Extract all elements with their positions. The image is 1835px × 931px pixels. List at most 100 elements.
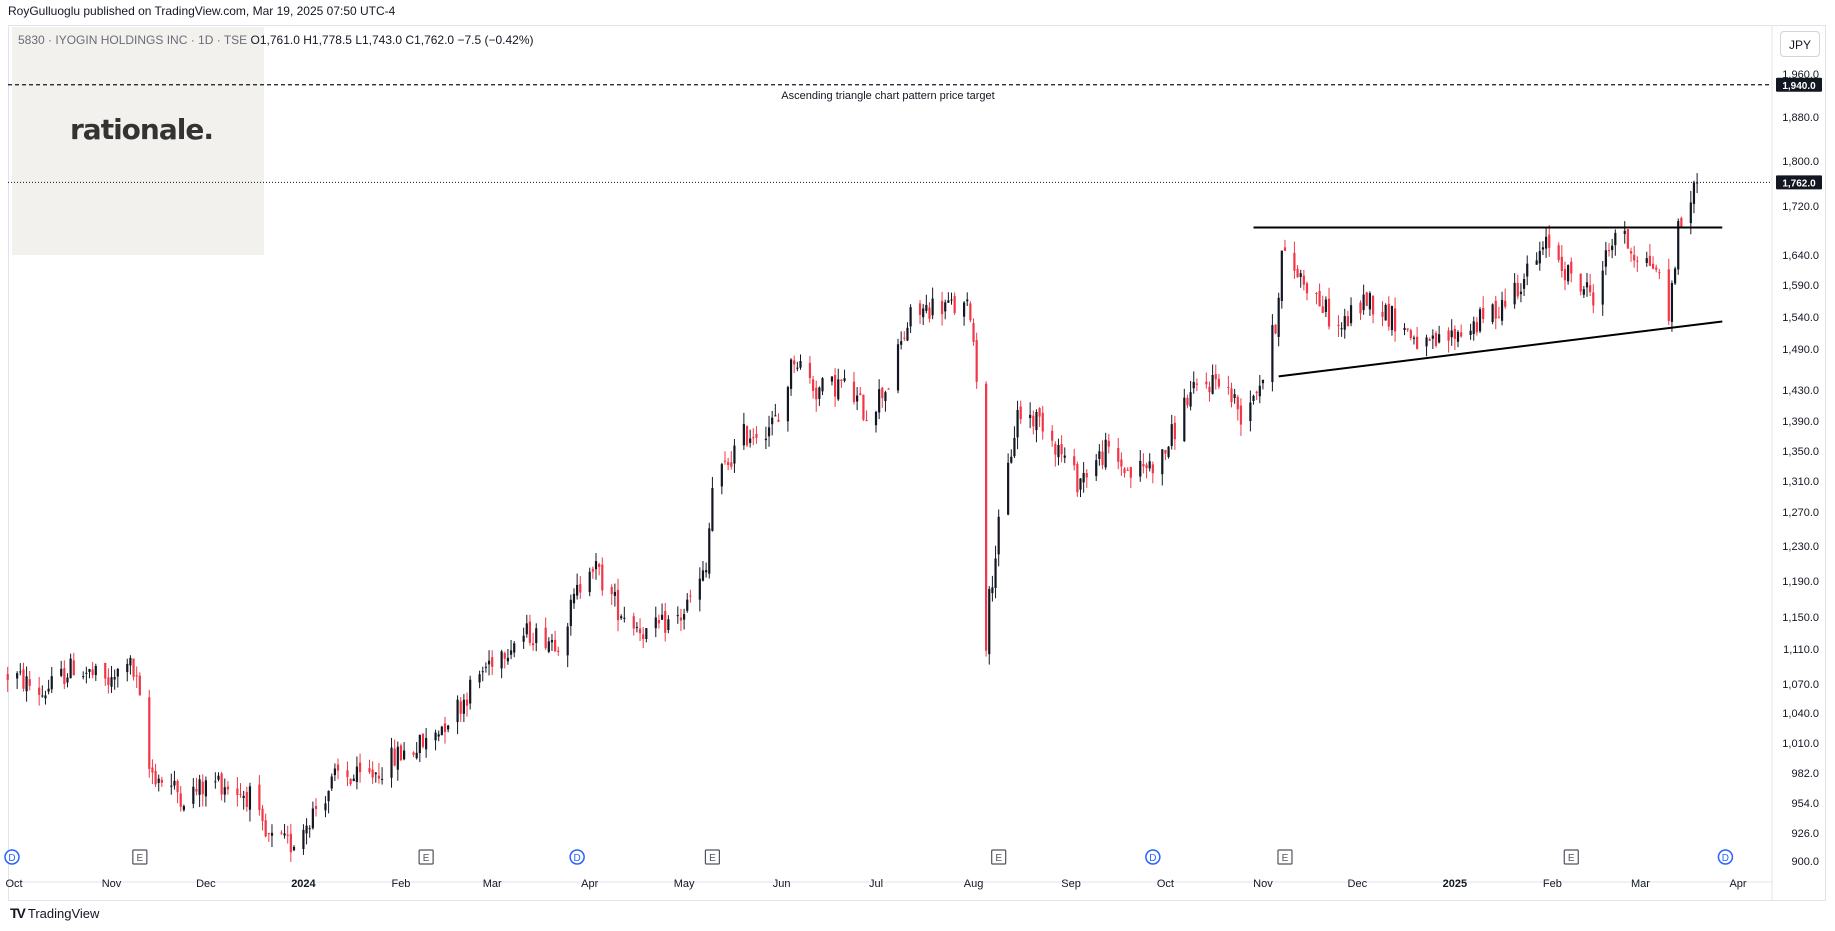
dividend-event-label: D bbox=[1149, 853, 1156, 864]
candle-body bbox=[41, 695, 44, 697]
candle-body bbox=[1623, 230, 1626, 234]
candle-body bbox=[1148, 461, 1151, 469]
candle-body bbox=[1651, 263, 1655, 269]
dividend-event-icon bbox=[1717, 849, 1734, 865]
candle-body bbox=[1579, 273, 1582, 292]
candle-body bbox=[1302, 275, 1305, 285]
candle-body bbox=[393, 748, 396, 766]
candle-body bbox=[1557, 245, 1560, 261]
candle-body bbox=[638, 628, 642, 634]
candle-body bbox=[1217, 378, 1221, 387]
candle-body bbox=[217, 775, 220, 780]
candle-body bbox=[1504, 300, 1507, 307]
x-tick-label: Apr bbox=[1729, 878, 1746, 890]
y-tick-label: 1,150.0 bbox=[1782, 612, 1819, 624]
currency-button[interactable]: JPY bbox=[1780, 31, 1820, 57]
candle-body bbox=[777, 419, 780, 422]
candle-body bbox=[1274, 324, 1277, 334]
candle-body bbox=[1145, 464, 1148, 469]
dividend-event-icon bbox=[4, 849, 20, 865]
candle-body bbox=[1192, 381, 1195, 389]
candle-body bbox=[1208, 386, 1211, 393]
candle-body bbox=[594, 561, 598, 570]
candle-body bbox=[22, 669, 25, 689]
candle-body bbox=[1277, 297, 1280, 337]
candle-body bbox=[1126, 469, 1129, 471]
candle-body bbox=[815, 387, 818, 400]
candle-body bbox=[456, 699, 459, 723]
candle-body bbox=[1359, 302, 1362, 314]
candle-body bbox=[380, 778, 384, 780]
candle-body bbox=[1321, 306, 1324, 314]
symbol-title[interactable]: 5830 · IYOGIN HOLDINGS INC · 1D · TSE bbox=[18, 33, 248, 47]
candle-body bbox=[679, 617, 683, 621]
candle-body bbox=[906, 327, 909, 341]
candle-body bbox=[1544, 236, 1548, 249]
candle-body bbox=[179, 793, 182, 807]
candle-body bbox=[767, 427, 771, 437]
chart-pane[interactable] bbox=[8, 25, 1826, 901]
high-label: H bbox=[303, 33, 312, 47]
candle-body bbox=[239, 794, 242, 796]
open-value: 1,761.0 bbox=[259, 33, 300, 47]
candle-body bbox=[887, 388, 890, 390]
candle-body bbox=[1211, 374, 1214, 394]
candle-body bbox=[1063, 455, 1066, 458]
target-price-badge-label: 1,940.0 bbox=[1782, 81, 1816, 92]
candle-body bbox=[881, 387, 884, 399]
candle-body bbox=[1098, 451, 1101, 460]
candle-body bbox=[840, 379, 843, 381]
y-tick-label: 900.0 bbox=[1791, 856, 1819, 868]
candle-body bbox=[396, 746, 399, 770]
candle-body bbox=[1541, 247, 1545, 250]
candle-body bbox=[1519, 291, 1523, 295]
candle-body bbox=[289, 833, 292, 853]
candle-body bbox=[327, 790, 330, 802]
low-value: 1,743.0 bbox=[362, 33, 403, 47]
candle-body bbox=[903, 337, 906, 339]
candle-body bbox=[157, 778, 160, 783]
candle-body bbox=[264, 820, 267, 837]
candle-body bbox=[994, 558, 997, 588]
candle-body bbox=[1271, 325, 1274, 382]
candle-body bbox=[481, 671, 484, 673]
candle-body bbox=[682, 614, 686, 620]
candle-body bbox=[63, 668, 66, 685]
candle-body bbox=[1655, 267, 1658, 270]
candle-body bbox=[1513, 282, 1516, 305]
x-tick-label: Apr bbox=[581, 878, 598, 890]
candle-body bbox=[940, 301, 944, 315]
candle-body bbox=[705, 570, 708, 573]
earnings-event-icon bbox=[704, 849, 721, 865]
candle-body bbox=[1469, 330, 1472, 335]
x-tick-label: Dec bbox=[196, 878, 216, 890]
candle-body bbox=[557, 650, 560, 652]
candle-body bbox=[371, 769, 374, 778]
candle-body bbox=[1670, 282, 1674, 322]
candle-body bbox=[1611, 245, 1614, 251]
candle-body bbox=[154, 771, 157, 785]
candle-body bbox=[245, 791, 248, 808]
candle-body bbox=[1582, 289, 1585, 295]
candle-body bbox=[1482, 307, 1485, 320]
candle-body bbox=[336, 764, 340, 771]
x-tick-label: Feb bbox=[1543, 878, 1562, 890]
candle-body bbox=[129, 657, 132, 666]
candle-body bbox=[966, 299, 969, 302]
candle-body bbox=[1249, 402, 1252, 422]
candle-body bbox=[330, 776, 333, 789]
candle-body bbox=[148, 697, 151, 770]
candle-body bbox=[418, 735, 421, 753]
candle-body bbox=[660, 614, 664, 620]
candle-body bbox=[859, 393, 862, 395]
candle-body bbox=[1409, 330, 1412, 338]
candle-body bbox=[116, 668, 119, 677]
candle-body bbox=[399, 745, 403, 761]
earnings-event-label: E bbox=[709, 853, 716, 864]
candle-body bbox=[1252, 395, 1255, 401]
candle-body bbox=[1318, 290, 1321, 307]
candle-body bbox=[47, 688, 50, 692]
y-tick-label: 1,110.0 bbox=[1783, 644, 1819, 656]
candle-body bbox=[701, 570, 705, 581]
dividend-event-label: D bbox=[8, 853, 15, 864]
